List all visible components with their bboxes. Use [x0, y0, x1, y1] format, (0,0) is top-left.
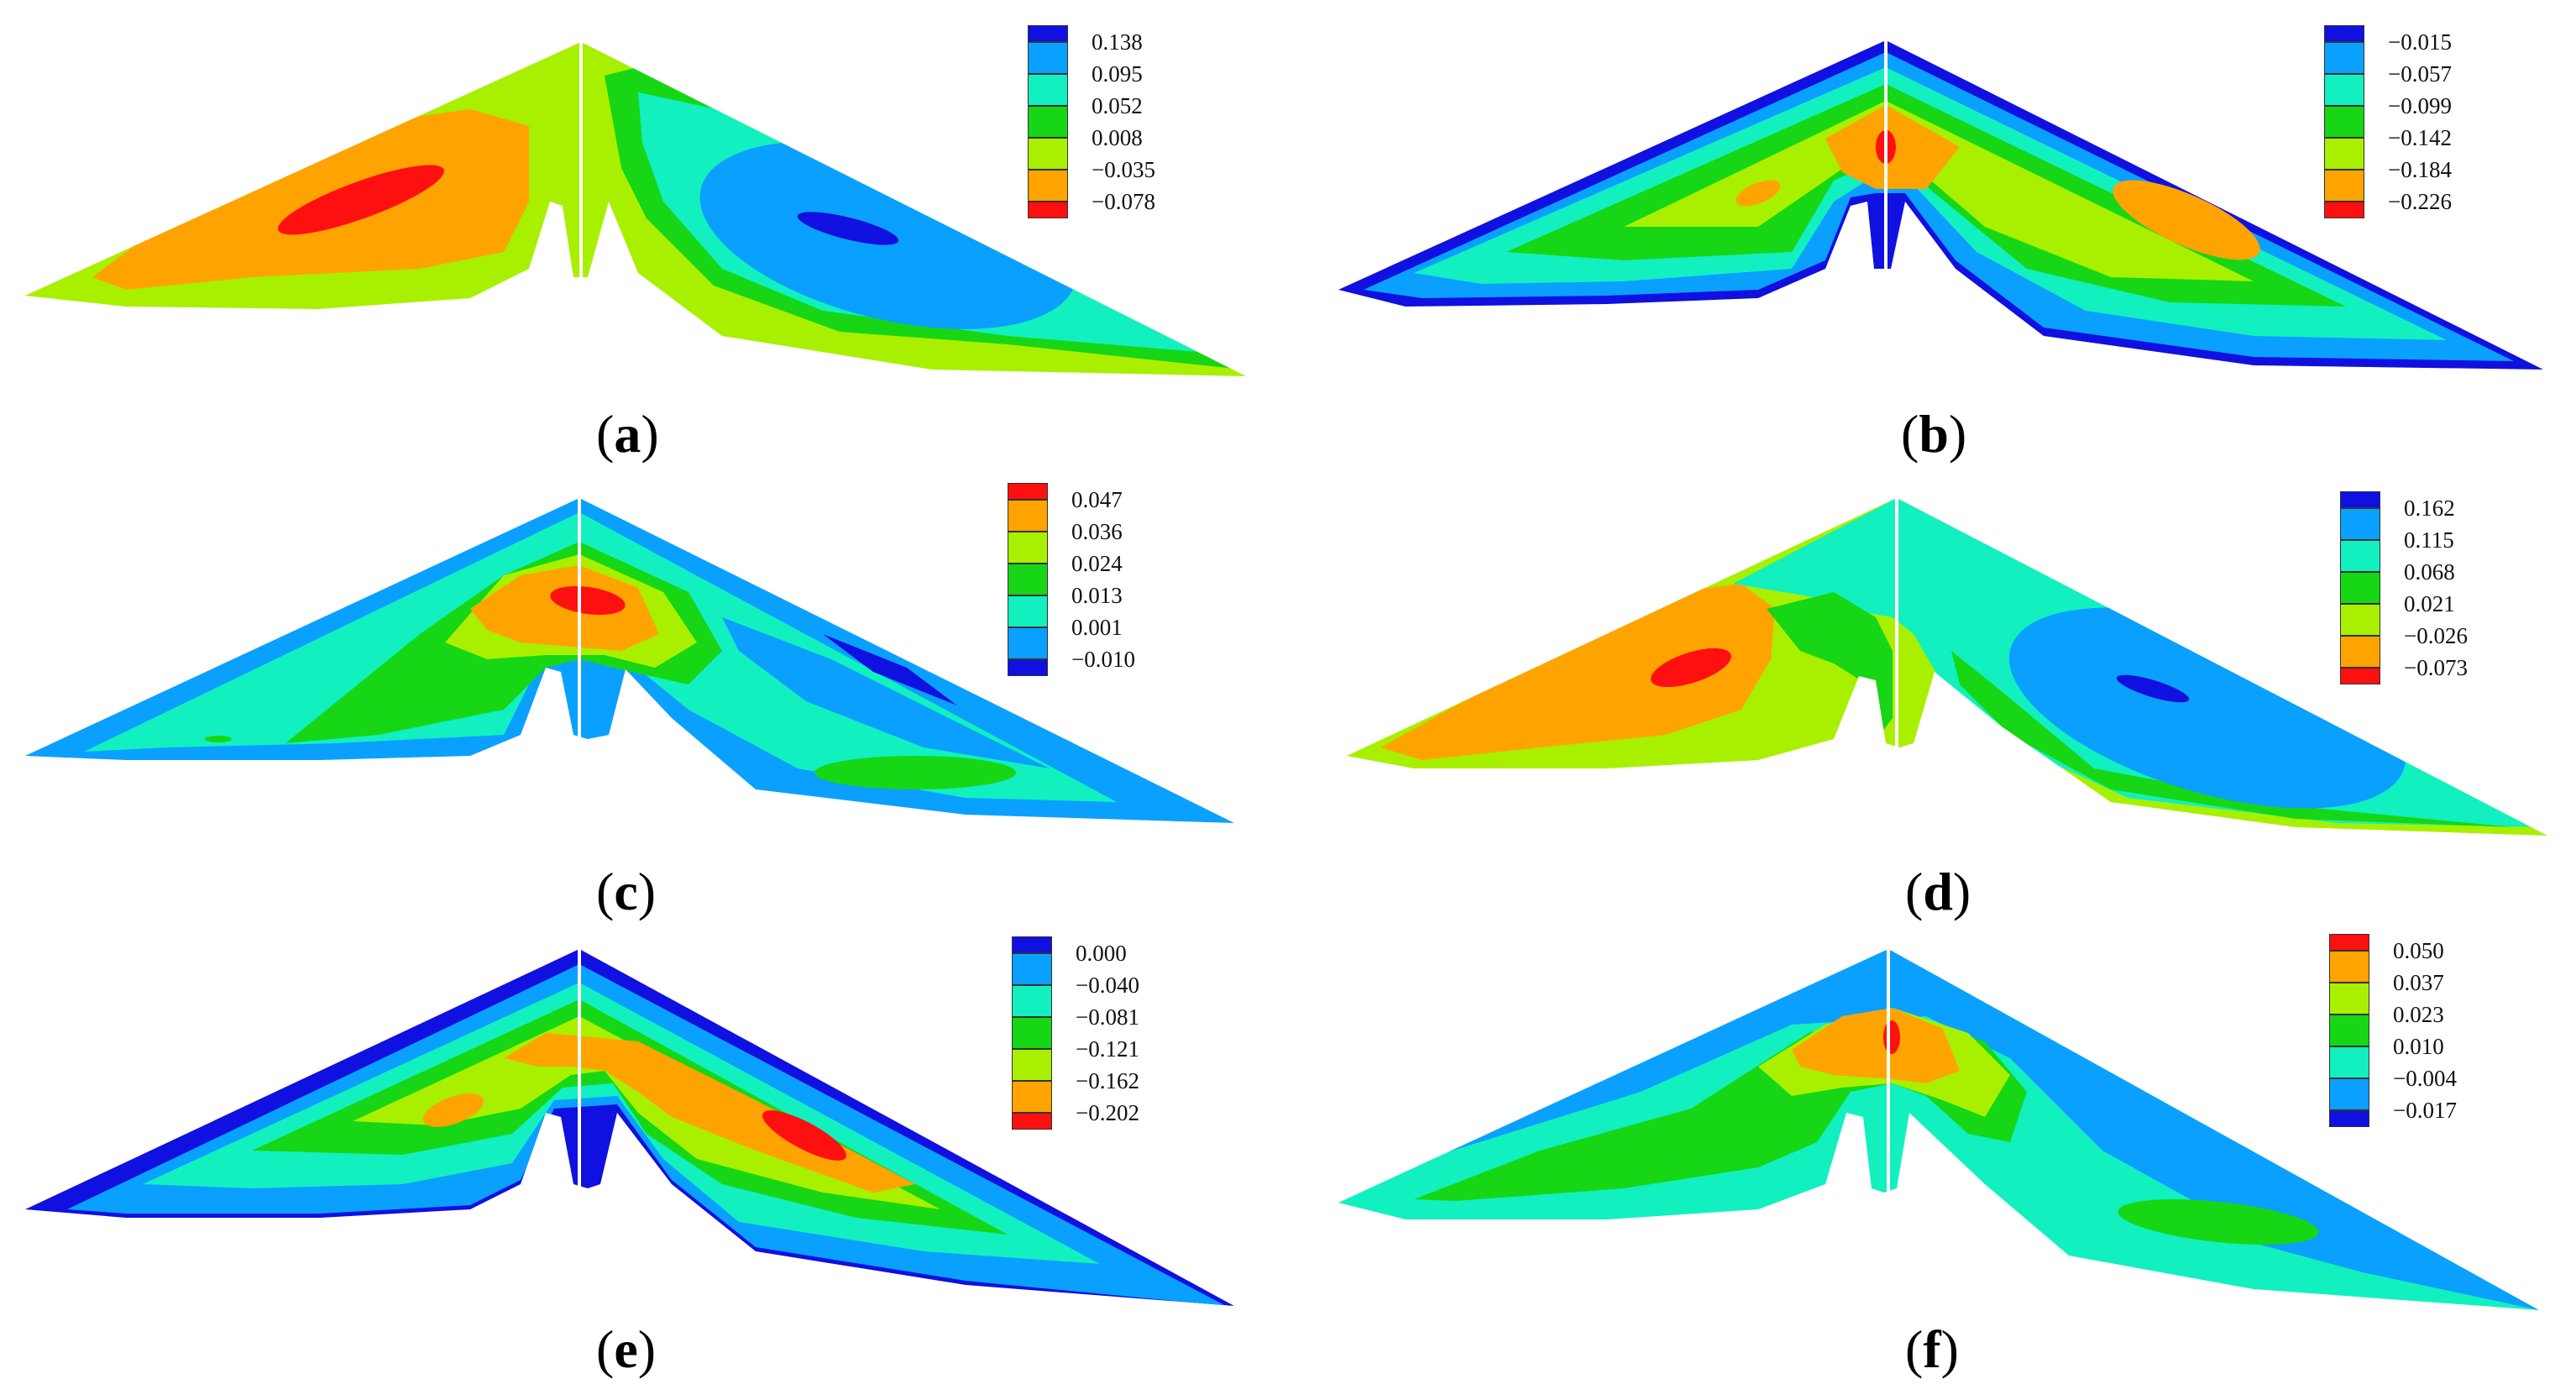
legend-swatch — [2340, 604, 2380, 636]
legend-swatch — [2329, 1078, 2369, 1110]
legend-label: 0.001 — [1071, 615, 1123, 640]
legend-swatch — [2324, 25, 2364, 42]
legend-label: 0.008 — [1092, 125, 1143, 150]
legend-swatch — [2324, 42, 2364, 74]
legend-label: −0.017 — [2393, 1098, 2457, 1123]
legend-swatch — [2340, 572, 2380, 604]
caption-b: (b) — [1901, 404, 1967, 464]
legend-label: 0.115 — [2404, 527, 2454, 553]
legend-label: 0.023 — [2393, 1002, 2444, 1027]
legend-swatch — [2340, 540, 2380, 572]
legend-label: 0.013 — [1071, 583, 1123, 608]
legend-label: 0.050 — [2393, 938, 2444, 963]
legend-swatch — [1028, 170, 1068, 202]
panel-e: 0.000 −0.040 −0.081 −0.121 −0.162 −0.202… — [0, 932, 1288, 1398]
legend-label: 0.000 — [1076, 941, 1127, 966]
legend-label: −0.073 — [2404, 655, 2468, 680]
legend-label: −0.081 — [1076, 1004, 1139, 1030]
legend-label: −0.099 — [2388, 93, 2452, 118]
legend-label: −0.015 — [2388, 29, 2452, 55]
caption-c: (c) — [596, 862, 657, 921]
legend-swatch — [1012, 936, 1052, 953]
caption-f: (f) — [1905, 1319, 1959, 1379]
legend-swatch — [2324, 202, 2364, 218]
contour-plot-d — [1347, 498, 2547, 836]
legend-label: −0.026 — [2404, 623, 2468, 648]
legend-swatch — [1028, 42, 1068, 74]
legend-swatch — [2329, 951, 2369, 983]
legend-swatch — [2329, 1015, 2369, 1046]
panel-a: 0.138 0.095 0.052 0.008 −0.035 −0.078 (a… — [0, 0, 1288, 466]
legend-label: 0.162 — [2404, 496, 2455, 521]
panel-d: 0.162 0.115 0.068 0.021 −0.026 −0.073 (d… — [1288, 466, 2576, 932]
legend-label: −0.184 — [2388, 157, 2452, 182]
legend-swatch — [1008, 483, 1048, 500]
legend-label: −0.040 — [1076, 973, 1139, 998]
legend-swatch — [1012, 1081, 1052, 1113]
legend-label: 0.037 — [2393, 970, 2444, 995]
legend-label: −0.078 — [1092, 189, 1155, 214]
legend-label: 0.068 — [2404, 559, 2455, 585]
legend-label: 0.138 — [1092, 29, 1143, 55]
legend-swatch — [1008, 532, 1048, 564]
legend-swatch — [1008, 564, 1048, 595]
legend-swatch — [1012, 953, 1052, 985]
legend-label: −0.035 — [1092, 157, 1155, 182]
legend-swatch — [2340, 636, 2380, 668]
legend-swatch — [1008, 627, 1048, 659]
legend-swatch — [1028, 106, 1068, 138]
panel-c: 0.047 0.036 0.024 0.013 0.001 −0.010 (c) — [0, 466, 1288, 932]
legend-swatch — [2340, 668, 2380, 684]
panel-f: 0.050 0.037 0.023 0.010 −0.004 −0.017 (f… — [1288, 932, 2576, 1398]
caption-a: (a) — [596, 404, 659, 464]
legend-label: −0.121 — [1076, 1036, 1139, 1062]
legend-label: −0.142 — [2388, 125, 2452, 150]
legend-label: −0.010 — [1071, 647, 1135, 672]
legend-swatch — [2324, 138, 2364, 170]
legend-swatch — [1012, 1113, 1052, 1130]
caption-e: (e) — [596, 1319, 657, 1379]
legend-label: 0.052 — [1092, 93, 1143, 118]
legend-label: 0.010 — [2393, 1034, 2444, 1059]
legend-swatch — [2329, 983, 2369, 1015]
legend-swatch — [2324, 106, 2364, 138]
legend-swatch — [2324, 170, 2364, 202]
legend-swatch — [2324, 74, 2364, 106]
legend-label: −0.202 — [1076, 1100, 1139, 1125]
legend-label: 0.095 — [1092, 61, 1143, 87]
legend-swatch — [1028, 74, 1068, 106]
legend-label: 0.024 — [1071, 551, 1123, 576]
legend-swatch — [2340, 508, 2380, 540]
legend-label: −0.057 — [2388, 61, 2452, 87]
legend-swatch — [1008, 595, 1048, 627]
legend-label: 0.021 — [2404, 591, 2455, 616]
contour-plot-c — [25, 498, 1234, 823]
legend-swatch — [1028, 202, 1068, 218]
legend-swatch — [1012, 1049, 1052, 1081]
legend-swatch — [1028, 138, 1068, 170]
panel-b: −0.015 −0.057 −0.099 −0.142 −0.184 −0.22… — [1288, 0, 2576, 466]
legend-label: −0.004 — [2393, 1066, 2457, 1091]
legend-swatch — [2329, 934, 2369, 951]
legend-swatch — [1008, 500, 1048, 532]
legend-swatch — [1028, 25, 1068, 42]
legend-label: −0.226 — [2388, 189, 2452, 214]
legend-swatch — [1008, 659, 1048, 676]
legend-swatch — [2329, 1046, 2369, 1078]
caption-d: (d) — [1905, 862, 1971, 921]
legend-label: 0.036 — [1071, 519, 1123, 544]
legend-swatch — [2329, 1110, 2369, 1127]
legend-label: 0.047 — [1071, 487, 1123, 512]
legend-label: −0.162 — [1076, 1068, 1139, 1093]
contour-plot-b — [1338, 40, 2543, 370]
legend-swatch — [2340, 491, 2380, 508]
legend-swatch — [1012, 1017, 1052, 1049]
legend-swatch — [1012, 985, 1052, 1017]
